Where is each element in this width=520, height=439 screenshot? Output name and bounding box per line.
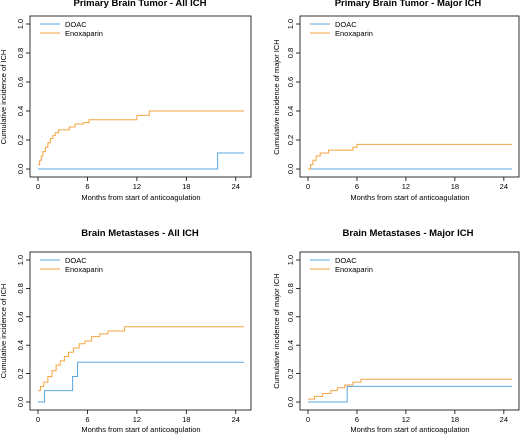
y-tick-label: 0.6 [286, 77, 295, 87]
legend-entry: DOAC [335, 256, 357, 265]
y-tick-label: 1.0 [286, 255, 295, 265]
x-tick-label: 6 [85, 415, 89, 424]
series-line-enoxaparin [38, 326, 244, 392]
x-tick-label: 24 [500, 182, 508, 191]
x-tick-label: 6 [355, 415, 359, 424]
x-axis-label: Months from start of anticoagulation [81, 193, 200, 202]
x-axis-label: Months from start of anticoagulation [81, 425, 200, 434]
series-line-doac [38, 152, 244, 170]
chart-title: Primary Brain Tumor - All ICH [73, 0, 206, 9]
series-line-enoxaparin [38, 110, 244, 166]
y-axis-label: Cumulative incidence of major ICH [272, 39, 281, 154]
y-tick-label: 0.0 [286, 164, 295, 174]
y-tick-label: 0.0 [16, 164, 25, 174]
chart-panel-4: Brain Metastases - Major ICH 0 6 12 18 24 0.0 0… [272, 228, 520, 434]
chart-title: Brain Metastases - All ICH [81, 228, 199, 239]
x-axis-label: Months from start of anticoagulation [350, 193, 469, 202]
x-tick-label: 12 [402, 415, 410, 424]
y-tick-label: 0.2 [16, 135, 25, 145]
chart-title: Brain Metastases - Major ICH [343, 228, 474, 239]
legend-entry: Enoxaparin [335, 29, 373, 38]
y-tick-label: 0.4 [286, 340, 295, 350]
series-line-enoxaparin [308, 143, 512, 170]
y-tick-label: 1.0 [16, 255, 25, 265]
y-tick-label: 0.0 [286, 397, 295, 407]
y-tick-label: 0.2 [286, 135, 295, 145]
y-tick-label: 0.4 [16, 106, 25, 116]
x-tick-label: 0 [306, 182, 310, 191]
legend-entry: DOAC [65, 256, 87, 265]
plot-frame [299, 251, 520, 411]
y-tick-label: 0.8 [16, 48, 25, 58]
y-tick-label: 0.6 [16, 77, 25, 87]
x-tick-label: 18 [451, 415, 459, 424]
legend-entry: DOAC [335, 20, 357, 29]
y-tick-label: 0.0 [16, 397, 25, 407]
chart-panel-1: Primary Brain Tumor - All ICH 0 6 12 18 24 0.0… [0, 0, 252, 202]
plot-frame [299, 15, 520, 178]
legend-entry: Enoxaparin [65, 29, 103, 38]
legend-entry: Enoxaparin [65, 265, 103, 274]
y-axis-label: Cumulative incidence of major ICH [272, 273, 281, 388]
x-tick-label: 12 [133, 182, 141, 191]
x-tick-label: 24 [232, 415, 240, 424]
y-tick-label: 0.6 [16, 312, 25, 322]
y-tick-label: 0.2 [16, 368, 25, 378]
plot-frame [29, 15, 252, 178]
x-tick-label: 18 [182, 415, 190, 424]
chart-panel-2: Primary Brain Tumor - Major ICH 0 6 12 18 24 0… [272, 0, 520, 202]
x-axis-label: Months from start of anticoagulation [350, 425, 469, 434]
y-axis-label: Cumulative incidence of ICH [0, 284, 8, 379]
x-tick-label: 12 [402, 182, 410, 191]
y-tick-label: 0.6 [286, 312, 295, 322]
y-tick-label: 1.0 [16, 19, 25, 29]
x-tick-label: 6 [85, 182, 89, 191]
y-axis-label: Cumulative incidence of ICH [0, 50, 8, 145]
x-tick-label: 0 [306, 415, 310, 424]
series-line-enoxaparin [308, 378, 512, 400]
plot-frame [29, 251, 252, 411]
y-tick-label: 0.8 [16, 283, 25, 293]
legend-entry: Enoxaparin [335, 265, 373, 274]
y-tick-label: 0.8 [286, 283, 295, 293]
y-tick-label: 1.0 [286, 19, 295, 29]
y-tick-label: 0.4 [16, 340, 25, 350]
x-tick-label: 18 [451, 182, 459, 191]
x-tick-label: 12 [133, 415, 141, 424]
x-tick-label: 24 [500, 415, 508, 424]
y-tick-label: 0.2 [286, 368, 295, 378]
legend-entry: DOAC [65, 20, 87, 29]
x-tick-label: 0 [36, 415, 40, 424]
x-tick-label: 24 [232, 182, 240, 191]
x-tick-label: 0 [36, 182, 40, 191]
chart-title: Primary Brain Tumor - Major ICH [335, 0, 482, 9]
x-tick-label: 6 [355, 182, 359, 191]
x-tick-label: 18 [182, 182, 190, 191]
series-line-doac [308, 385, 512, 403]
y-tick-label: 0.4 [286, 106, 295, 116]
series-line-doac [38, 361, 244, 403]
y-tick-label: 0.8 [286, 48, 295, 58]
chart-panel-3: Brain Metastases - All ICH 0 6 12 18 24 0.0 0.2… [0, 228, 252, 434]
